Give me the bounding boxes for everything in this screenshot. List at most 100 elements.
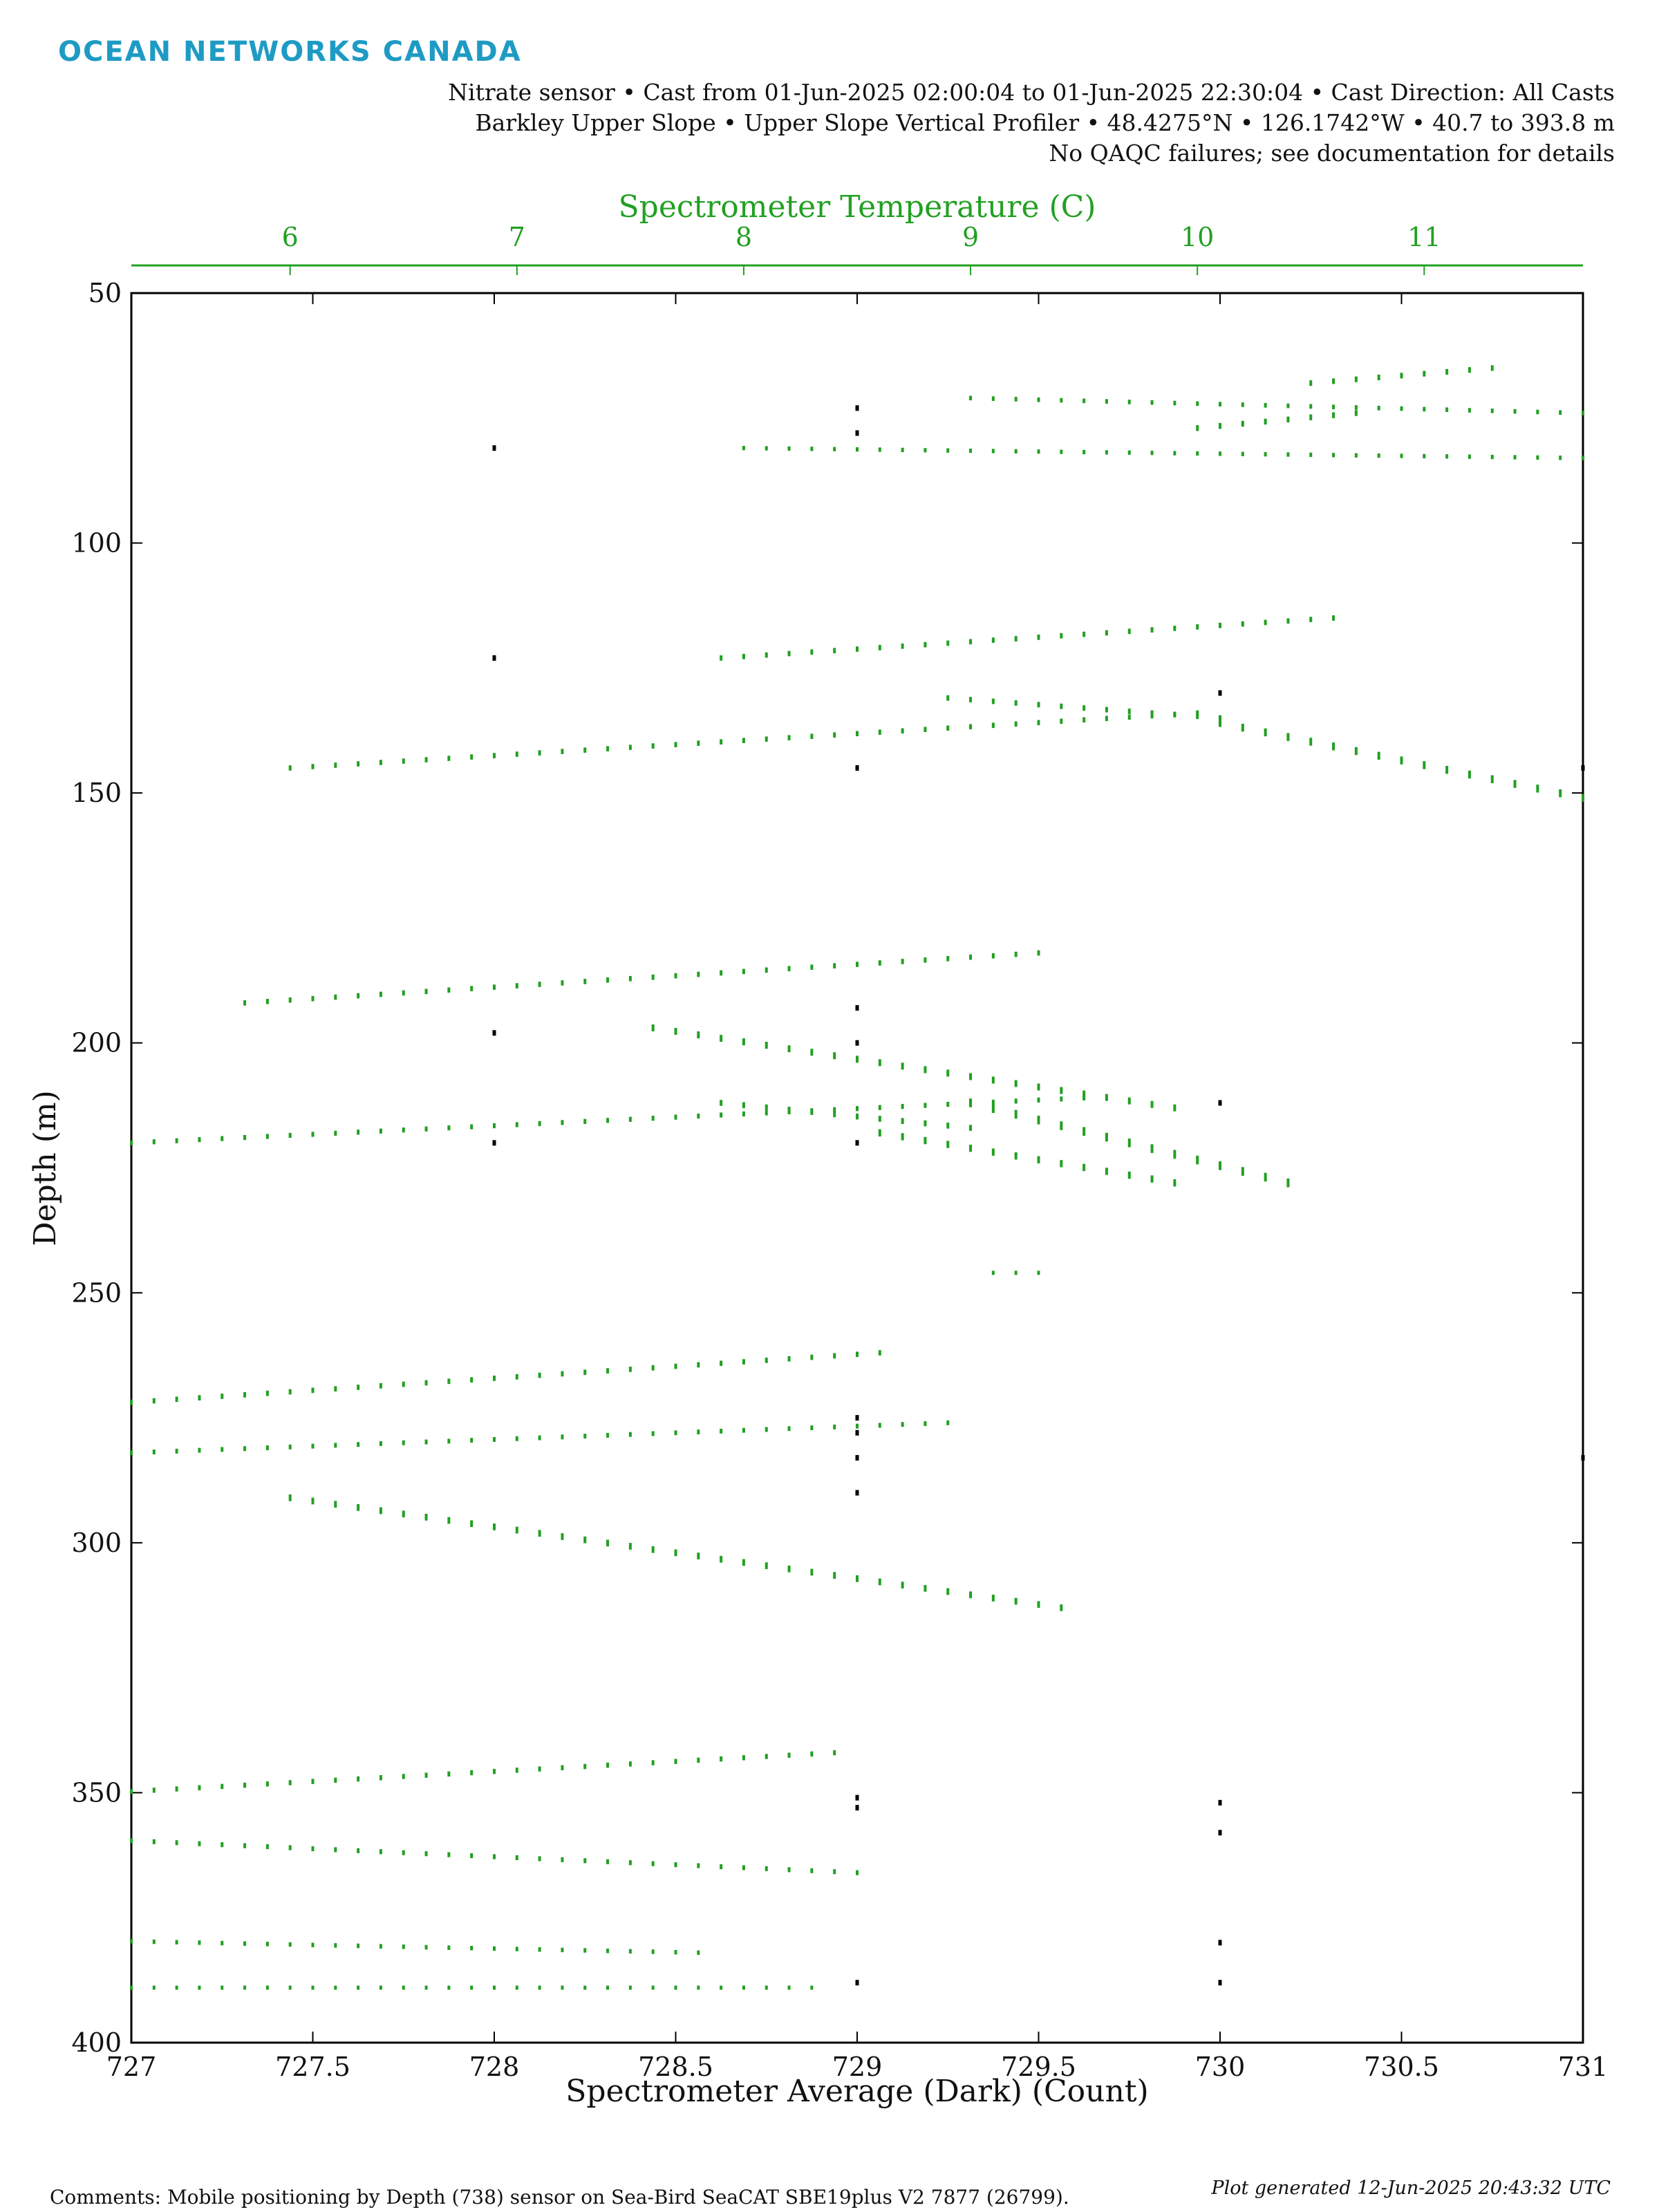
temperature-point: [243, 1843, 247, 1848]
temperature-point: [311, 1497, 315, 1505]
y-tick-label: 150: [71, 778, 122, 808]
temperature-point: [583, 1763, 587, 1770]
temperature-point: [107, 1837, 110, 1842]
temperature-point: [651, 1861, 655, 1866]
temperature-point: [765, 967, 768, 973]
temperature-point: [424, 1772, 428, 1778]
temperature-point: [1400, 453, 1403, 458]
temperature-point: [833, 732, 836, 738]
temperature-point: [1196, 451, 1199, 456]
temperature-point: [561, 1857, 564, 1862]
temperature-point: [969, 448, 973, 453]
temperature-point: [561, 1765, 564, 1770]
temperature-point: [447, 1438, 451, 1444]
temperature-point: [901, 1118, 904, 1125]
temperature-point: [1513, 409, 1517, 414]
temperature-point: [1400, 406, 1403, 411]
temperature-point: [628, 975, 632, 982]
temperature-point: [130, 1985, 133, 1990]
temperature-point: [651, 1024, 655, 1032]
temperature-point: [991, 1148, 995, 1156]
temperature-point: [130, 1140, 133, 1145]
temperature-point: [1127, 450, 1131, 455]
temperature-point: [265, 1390, 269, 1396]
x-tick-label: 730.5: [1364, 2052, 1439, 2082]
temperature-point: [243, 1391, 247, 1398]
temperature-point: [878, 447, 881, 452]
temperature-point: [515, 1947, 518, 1951]
temperature-point: [878, 960, 881, 966]
temperature-point: [17, 1407, 19, 1413]
temperature-point: [1037, 702, 1040, 708]
temperature-point: [946, 1069, 950, 1077]
temperature-point: [493, 1854, 496, 1859]
temperature-point: [379, 991, 382, 997]
temperature-point: [833, 1353, 836, 1359]
temperature-point: [243, 1134, 247, 1141]
temperature-point: [1400, 373, 1403, 379]
temperature-point: [946, 640, 950, 646]
temperature-point: [130, 1838, 133, 1844]
temperature-point: [1241, 723, 1244, 732]
temperature-point: [17, 1937, 19, 1942]
temperature-point: [991, 1594, 995, 1602]
temperature-point: [878, 1578, 881, 1586]
temperature-point: [901, 447, 904, 453]
temperature-point: [833, 1869, 836, 1875]
temperature-point: [39, 1405, 42, 1411]
temperature-point: [1513, 780, 1517, 788]
temperature-point: [357, 1442, 360, 1447]
subtitle-line-1: Nitrate sensor • Cast from 01-Jun-2025 0…: [448, 79, 1615, 106]
temperature-point: [198, 1137, 201, 1143]
temperature-point: [878, 1129, 881, 1137]
temperature-point: [1241, 402, 1244, 407]
temperature-point: [674, 1549, 677, 1557]
temperature-point: [1354, 410, 1358, 416]
temperature-point: [901, 1062, 904, 1070]
temperature-point: [1060, 1121, 1063, 1130]
x2-tick-label: 7: [509, 222, 525, 252]
temperature-point: [901, 1582, 904, 1588]
temperature-point: [1332, 453, 1335, 458]
temperature-point: [1264, 418, 1267, 425]
temperature-point: [720, 1360, 723, 1367]
temperature-point: [561, 749, 564, 754]
temperature-point: [787, 1107, 791, 1113]
temperature-point: [924, 1421, 927, 1426]
temperature-point: [901, 643, 904, 649]
temperature-point: [878, 1116, 881, 1122]
temperature-point: [1150, 627, 1154, 633]
temperature-point: [991, 1099, 995, 1105]
temperature-point: [288, 1985, 292, 1990]
temperature-point: [1150, 1100, 1154, 1108]
temperature-point: [1173, 1179, 1177, 1187]
temperature-point: [84, 1985, 87, 1989]
temperature-point: [152, 1398, 156, 1404]
temperature-point: [1219, 622, 1221, 628]
temperature-point: [424, 757, 428, 762]
temperature-point: [198, 1785, 201, 1790]
temperature-point: [493, 1436, 496, 1442]
temperature-point: [742, 1559, 745, 1566]
temperature-point: [152, 1939, 156, 1944]
temperature-point: [107, 1938, 110, 1943]
temperature-point: [720, 1985, 723, 1990]
temperature-point: [357, 1385, 360, 1390]
temperature-point: [334, 1847, 337, 1853]
temperature-point: [810, 447, 814, 451]
temperature-point: [924, 1066, 927, 1074]
temperature-point: [878, 1350, 881, 1356]
temperature-point: [674, 1985, 677, 1990]
temperature-point: [1196, 1155, 1199, 1165]
temperature-point: [515, 1768, 518, 1773]
temperature-point: [402, 1127, 405, 1133]
temperature-point: [969, 1098, 973, 1107]
temperature-point: [742, 1111, 745, 1117]
temperature-point: [447, 756, 451, 761]
temperature-point: [265, 1985, 269, 1990]
temperature-point: [1423, 453, 1426, 459]
temperature-point: [288, 1132, 292, 1138]
temperature-point: [969, 1125, 973, 1131]
subtitle-line-3: No QAQC failures; see documentation for …: [1049, 140, 1615, 167]
temperature-point: [765, 1985, 768, 1990]
